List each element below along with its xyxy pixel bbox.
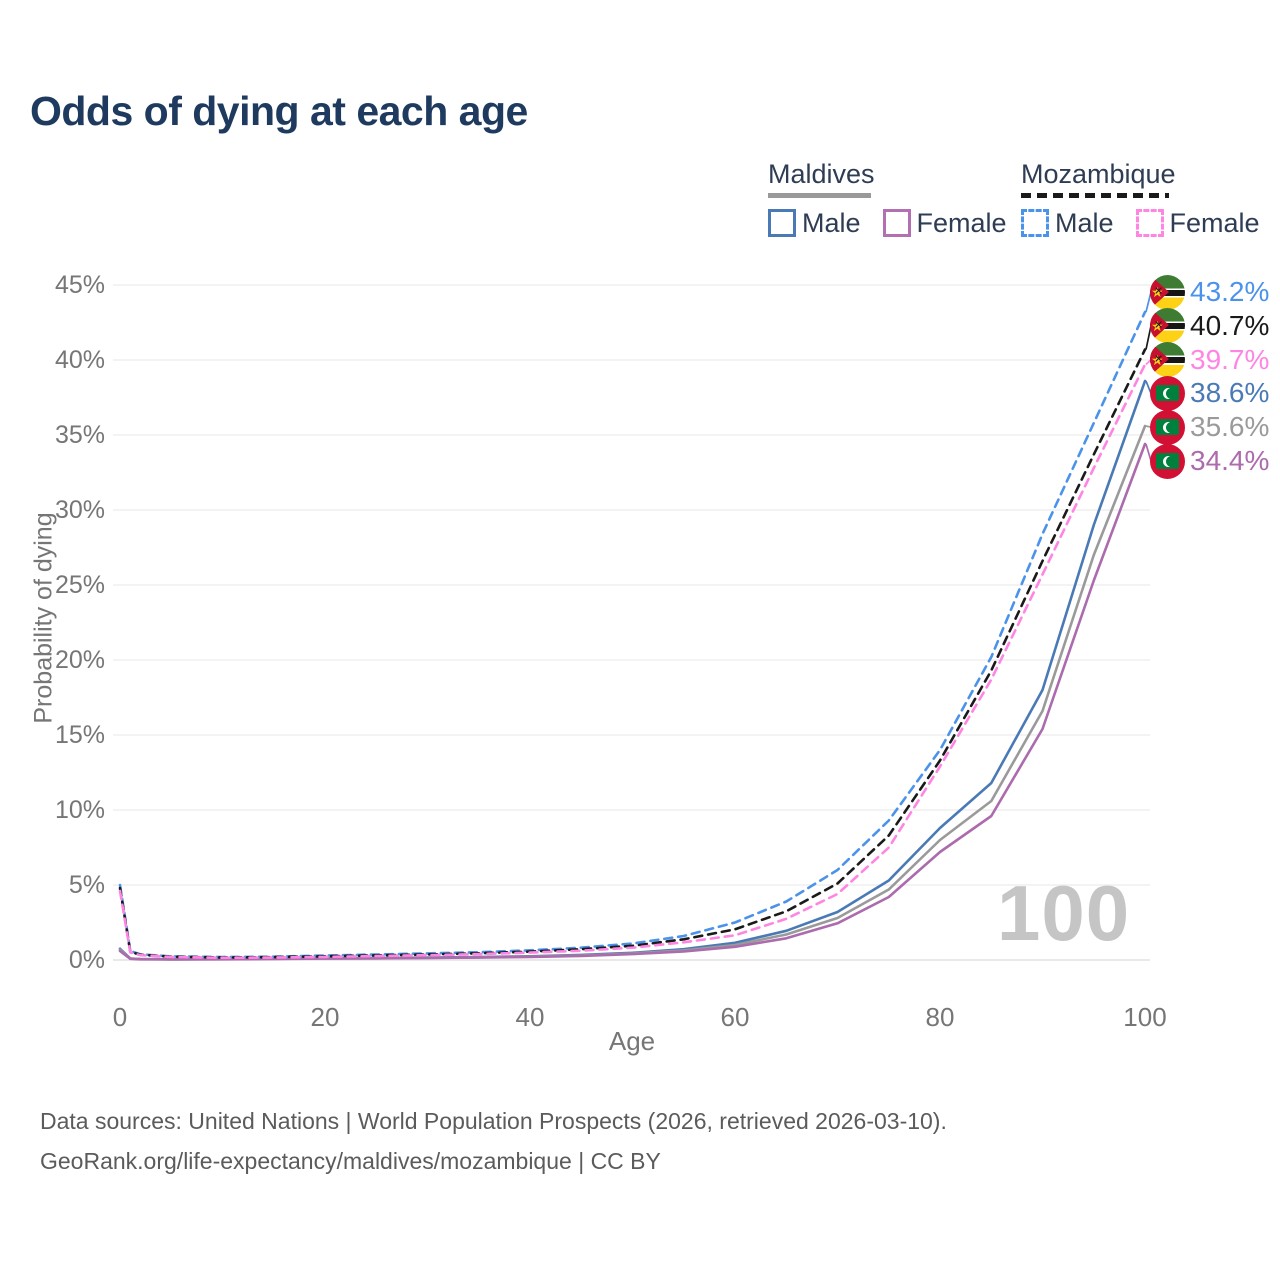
mozambique-flag-icon: ★ ✕ [1150, 342, 1185, 378]
y-tick-label: 10% [54, 796, 105, 824]
maldives-female-swatch-icon [882, 209, 911, 238]
x-tick-label: 20 [310, 1002, 340, 1032]
series-end-label: 34.4% [1150, 443, 1269, 479]
x-tick-label: 0 [112, 1002, 128, 1032]
legend-item-label: Female [1169, 207, 1260, 238]
series-line [118, 348, 1147, 959]
end-value-label: 39.7% [1190, 343, 1270, 375]
mozambique-female-swatch-icon [1135, 209, 1164, 238]
legend-item-maldives-male[interactable]: Male [768, 208, 861, 239]
series-end-label: ★ ✕ 39.7% [1150, 342, 1269, 378]
legend-item-label: Male [1055, 207, 1114, 238]
y-axis-title: Probability of dying [29, 512, 58, 724]
legend-item-mozambique-female[interactable]: Female [1135, 207, 1260, 239]
legend-country-mozambique: Mozambique [1021, 159, 1176, 189]
maldives-male-swatch-icon [768, 209, 796, 238]
series-end-label: 38.6% [1150, 375, 1269, 411]
end-value-label: 43.2% [1190, 276, 1270, 307]
x-tick-label: 80 [925, 1002, 955, 1032]
x-tick-label: 40 [515, 1002, 545, 1032]
y-tick-label: 0% [68, 946, 105, 974]
legend-item-label: Male [802, 207, 861, 238]
series-end-label: ★ ✕ 40.7% [1150, 308, 1269, 344]
legend-underline-solid-icon [768, 192, 871, 198]
legend-item-label: Female [916, 207, 1007, 238]
legend-item-mozambique-male[interactable]: Male [1021, 208, 1114, 239]
series-line [118, 363, 1147, 960]
y-tick-label: 15% [54, 721, 105, 749]
series-end-label: ★ ✕ 43.2% [1150, 274, 1269, 310]
page-title: Odds of dying at each age [30, 88, 528, 134]
series-end-label: 35.6% [1150, 409, 1269, 445]
hover-age-watermark: 100 [997, 869, 1131, 957]
y-tick-label: 5% [68, 871, 105, 899]
y-tick-label: 45% [54, 271, 105, 299]
maldives-flag-icon [1150, 409, 1185, 445]
series-line [118, 442, 1147, 961]
y-tick-label: 30% [54, 496, 105, 524]
attribution-note: GeoRank.org/life-expectancy/maldives/moz… [40, 1148, 661, 1174]
legend-group-maldives: Maldives Male Female [768, 159, 1007, 239]
end-value-label: 38.6% [1190, 377, 1270, 409]
data-sources-note: Data sources: United Nations | World Pop… [40, 1108, 947, 1134]
series-line [118, 310, 1147, 959]
end-value-label: 34.4% [1190, 445, 1270, 476]
y-tick-label: 35% [54, 421, 105, 449]
mozambique-flag-icon: ★ ✕ [1150, 308, 1185, 344]
maldives-flag-icon [1150, 375, 1185, 411]
legend-group-mozambique: Mozambique Male Female [1021, 159, 1260, 239]
x-axis-title: Age [608, 1026, 656, 1056]
series-line [118, 424, 1147, 961]
mozambique-male-swatch-icon [1021, 209, 1049, 238]
legend-country-maldives: Maldives [768, 159, 875, 189]
y-tick-label: 20% [54, 646, 105, 674]
mozambique-flag-icon: ★ ✕ [1150, 274, 1185, 310]
legend-item-maldives-female[interactable]: Female [882, 207, 1007, 239]
end-value-label: 40.7% [1190, 309, 1270, 341]
end-value-label: 35.6% [1190, 411, 1270, 443]
x-tick-label: 60 [720, 1002, 750, 1032]
y-tick-label: 40% [54, 346, 105, 374]
maldives-flag-icon [1150, 443, 1185, 479]
x-tick-label: 100 [1123, 1002, 1167, 1032]
y-tick-label: 25% [54, 571, 105, 599]
legend-underline-dashed-icon [1021, 192, 1169, 198]
